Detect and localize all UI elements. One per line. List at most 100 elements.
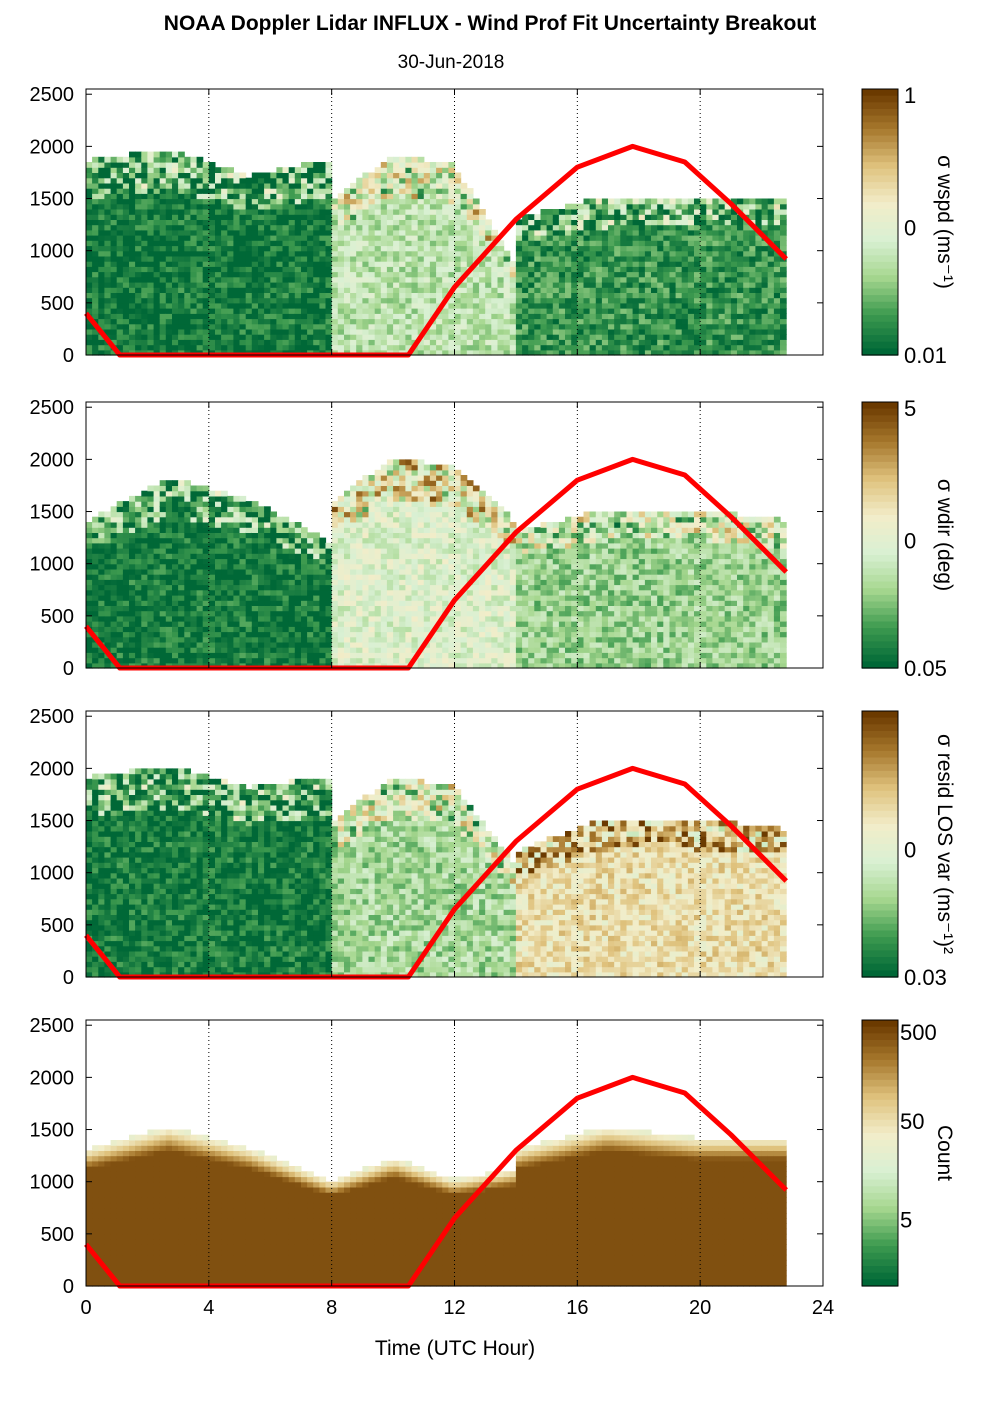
heatmap-cell bbox=[675, 250, 683, 257]
heatmap-cell bbox=[208, 198, 216, 205]
heatmap-cell bbox=[522, 229, 529, 236]
heatmap-cell bbox=[362, 219, 370, 226]
heatmap-cell bbox=[632, 245, 640, 252]
heatmap-cell bbox=[687, 313, 695, 320]
heatmap-cell bbox=[528, 276, 535, 283]
heatmap-cell bbox=[92, 250, 99, 257]
heatmap-cell bbox=[86, 636, 93, 643]
heatmap-cell bbox=[730, 339, 738, 346]
heatmap-cell bbox=[184, 568, 191, 575]
heatmap-cell bbox=[165, 224, 173, 231]
heatmap-cell bbox=[509, 318, 517, 325]
heatmap-cell bbox=[515, 271, 523, 278]
heatmap-cell bbox=[251, 276, 259, 283]
heatmap-cell bbox=[110, 287, 118, 293]
heatmap-cell bbox=[184, 198, 191, 205]
heatmap-cell bbox=[485, 271, 492, 278]
heatmap-cell bbox=[221, 511, 228, 518]
heatmap-cell bbox=[159, 501, 167, 507]
colorbar-segment bbox=[862, 328, 898, 336]
heatmap-cell bbox=[761, 198, 769, 205]
heatmap-cell bbox=[129, 188, 136, 194]
heatmap-cell bbox=[749, 266, 756, 273]
heatmap-cell bbox=[270, 245, 277, 252]
heatmap-cell bbox=[251, 584, 259, 591]
heatmap-cell bbox=[644, 240, 652, 247]
heatmap-cell bbox=[208, 193, 216, 200]
colorbar-segment bbox=[862, 228, 898, 236]
heatmap-cell bbox=[98, 188, 105, 194]
heatmap-cell bbox=[288, 318, 296, 325]
heatmap-cell bbox=[282, 636, 290, 643]
heatmap-cell bbox=[104, 589, 112, 596]
heatmap-cell bbox=[116, 636, 124, 643]
heatmap-cell bbox=[386, 162, 394, 168]
heatmap-cell bbox=[380, 266, 388, 273]
heatmap-cell bbox=[221, 334, 228, 340]
heatmap-cell bbox=[233, 240, 241, 247]
heatmap-cell bbox=[227, 292, 234, 299]
heatmap-cell bbox=[767, 344, 775, 351]
heatmap-cell bbox=[362, 214, 370, 220]
heatmap-cell bbox=[98, 548, 105, 554]
heatmap-cell bbox=[190, 568, 198, 575]
heatmap-cell bbox=[288, 568, 296, 575]
heatmap-cell bbox=[313, 229, 320, 236]
heatmap-cell bbox=[239, 579, 247, 586]
heatmap-cell bbox=[239, 568, 247, 575]
heatmap-cell bbox=[165, 641, 173, 648]
heatmap-cell bbox=[221, 615, 228, 622]
heatmap-cell bbox=[331, 339, 339, 346]
heatmap-cell bbox=[374, 250, 382, 257]
heatmap-cell bbox=[270, 287, 277, 293]
heatmap-cell bbox=[116, 323, 124, 330]
heatmap-cell bbox=[258, 522, 265, 528]
heatmap-cell bbox=[165, 516, 173, 523]
heatmap-cell bbox=[153, 621, 161, 627]
heatmap-cell bbox=[651, 287, 658, 293]
heatmap-cell bbox=[307, 224, 314, 231]
heatmap-cell bbox=[258, 193, 265, 200]
heatmap-cell bbox=[282, 177, 290, 184]
heatmap-cell bbox=[104, 214, 112, 220]
heatmap-cell bbox=[700, 323, 707, 330]
heatmap-cell bbox=[202, 621, 210, 627]
heatmap-cell bbox=[184, 574, 191, 580]
heatmap-cell bbox=[208, 334, 216, 340]
heatmap-cell bbox=[92, 589, 99, 596]
heatmap-cell bbox=[141, 600, 148, 606]
heatmap-cell bbox=[245, 334, 253, 340]
heatmap-cell bbox=[546, 334, 554, 340]
heatmap-cell bbox=[98, 553, 105, 560]
heatmap-cell bbox=[694, 313, 701, 320]
heatmap-cell bbox=[288, 584, 296, 591]
heatmap-cell bbox=[681, 297, 689, 304]
heatmap-cell bbox=[448, 344, 456, 351]
heatmap-cell bbox=[202, 527, 210, 533]
heatmap-cell bbox=[153, 589, 161, 596]
heatmap-cell bbox=[534, 219, 541, 226]
heatmap-cell bbox=[190, 182, 198, 189]
heatmap-cell bbox=[245, 214, 253, 220]
heatmap-cell bbox=[540, 302, 548, 309]
heatmap-cell bbox=[282, 224, 290, 231]
heatmap-cell bbox=[436, 255, 443, 262]
heatmap-cell bbox=[233, 339, 241, 346]
heatmap-cell bbox=[479, 214, 486, 220]
heatmap-cell bbox=[141, 542, 148, 549]
heatmap-cell bbox=[577, 261, 584, 267]
heatmap-cell bbox=[159, 323, 167, 330]
heatmap-cell bbox=[227, 188, 234, 194]
heatmap-cell bbox=[356, 193, 363, 200]
heatmap-cell bbox=[153, 188, 161, 194]
heatmap-cell bbox=[755, 271, 763, 278]
heatmap-cell bbox=[583, 334, 591, 340]
heatmap-cell bbox=[98, 574, 105, 580]
heatmap-cell bbox=[737, 261, 744, 267]
heatmap-cell bbox=[620, 261, 627, 267]
heatmap-cell bbox=[356, 198, 363, 205]
heatmap-cell bbox=[221, 626, 228, 633]
heatmap-cell bbox=[374, 188, 382, 194]
heatmap-cell bbox=[215, 198, 222, 205]
heatmap-cell bbox=[386, 344, 394, 351]
